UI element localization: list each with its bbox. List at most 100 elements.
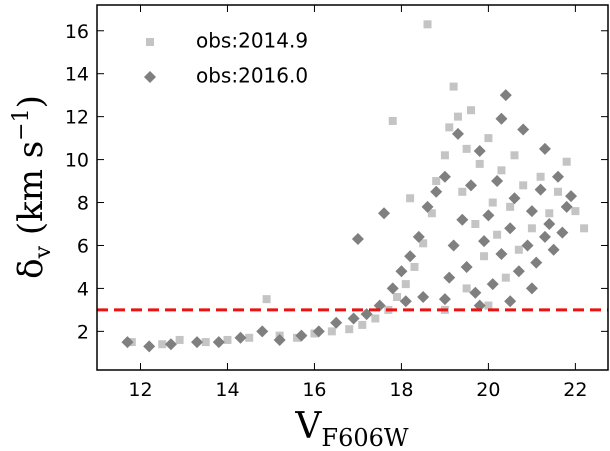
- point: [393, 293, 402, 301]
- point: [501, 273, 510, 282]
- point: [553, 187, 562, 196]
- point: [256, 325, 269, 338]
- point: [562, 157, 571, 166]
- point: [467, 106, 476, 115]
- point: [471, 220, 480, 228]
- point: [164, 338, 177, 351]
- point: [445, 123, 454, 132]
- legend-label: obs:2014.9: [196, 29, 308, 53]
- point: [527, 224, 536, 233]
- point: [345, 325, 354, 334]
- plot-frame: [96, 4, 609, 371]
- point: [386, 282, 399, 295]
- y-tick-label: 12: [65, 107, 89, 129]
- point: [351, 233, 364, 246]
- y-label-sup: −1: [9, 108, 34, 140]
- point: [175, 335, 184, 344]
- point: [484, 134, 493, 143]
- point: [504, 222, 517, 235]
- point: [347, 312, 360, 325]
- point: [517, 123, 530, 136]
- point: [295, 329, 308, 342]
- y-label-sub: v: [31, 245, 56, 259]
- point: [310, 329, 319, 338]
- point: [330, 316, 343, 329]
- point: [480, 252, 489, 261]
- point: [273, 333, 286, 346]
- y-tick-label: 2: [77, 321, 89, 343]
- point: [499, 89, 512, 102]
- point: [538, 142, 551, 155]
- point: [491, 175, 504, 188]
- point: [565, 190, 578, 203]
- point: [191, 336, 204, 349]
- point: [212, 336, 225, 349]
- point: [378, 207, 391, 220]
- y-tick-label: 6: [77, 235, 89, 257]
- point: [358, 320, 367, 329]
- x-tick-label: 14: [215, 379, 239, 401]
- point: [484, 301, 493, 310]
- point: [432, 177, 441, 186]
- point: [495, 112, 508, 125]
- point: [404, 250, 417, 263]
- point: [475, 159, 484, 168]
- point: [245, 333, 254, 342]
- legend-label: obs:2016.0: [196, 64, 308, 88]
- point: [201, 338, 210, 347]
- point: [399, 295, 412, 308]
- point: [556, 226, 569, 239]
- point: [512, 265, 525, 278]
- point: [430, 185, 443, 198]
- point: [488, 198, 497, 207]
- point: [440, 151, 449, 160]
- x-tick-label: 20: [476, 379, 500, 401]
- point: [462, 144, 471, 153]
- y-tick-label: 10: [65, 150, 89, 172]
- point: [560, 200, 573, 213]
- point: [497, 166, 506, 175]
- point: [443, 271, 456, 284]
- point: [493, 230, 502, 239]
- legend-marker: [144, 71, 156, 83]
- y-label-unit: (km s: [11, 141, 51, 246]
- point: [371, 314, 380, 323]
- point: [223, 335, 232, 344]
- point: [410, 262, 419, 271]
- point: [551, 170, 564, 183]
- point: [465, 179, 478, 192]
- y-axis-label: δv (km s−1): [9, 95, 56, 279]
- y-tick-label: 14: [65, 64, 89, 86]
- point: [412, 230, 425, 243]
- point: [406, 194, 415, 203]
- point: [462, 284, 471, 293]
- point: [519, 181, 528, 190]
- point: [580, 224, 589, 233]
- point: [460, 260, 473, 273]
- point: [158, 340, 167, 349]
- point: [401, 280, 410, 289]
- point: [427, 209, 436, 218]
- point: [536, 172, 545, 181]
- point: [525, 282, 538, 295]
- point: [423, 20, 432, 29]
- point: [262, 295, 271, 304]
- point: [508, 192, 521, 205]
- legend-marker: [146, 38, 154, 46]
- point: [521, 239, 534, 252]
- point: [453, 112, 462, 121]
- x-axis-label: VF606W: [294, 406, 408, 451]
- point: [514, 245, 523, 254]
- point: [538, 230, 551, 243]
- point: [234, 331, 247, 344]
- y-tick-label: 16: [65, 21, 89, 43]
- point: [534, 183, 547, 196]
- point: [504, 295, 517, 308]
- point: [510, 151, 519, 160]
- point: [312, 325, 325, 338]
- point: [143, 340, 156, 353]
- y-tick-label: 4: [77, 278, 89, 300]
- point: [543, 218, 556, 230]
- y-label-main: δ: [11, 258, 51, 278]
- x-tick-label: 22: [563, 379, 587, 401]
